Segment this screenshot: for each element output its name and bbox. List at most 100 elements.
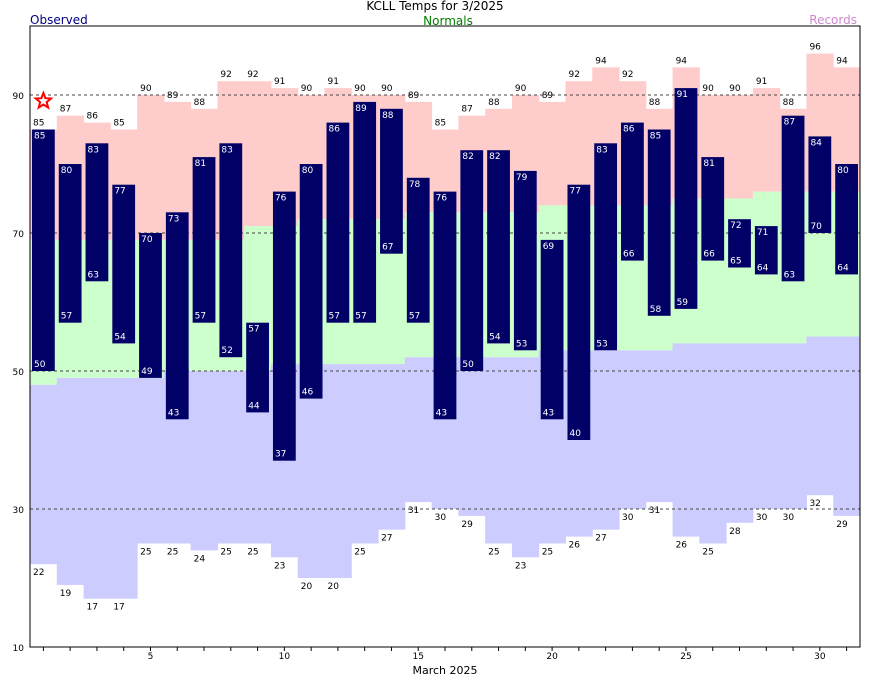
observed-high-label: 82 bbox=[462, 152, 473, 162]
observed-high-label: 70 bbox=[141, 235, 153, 245]
observed-low-label: 43 bbox=[168, 408, 179, 418]
record-low-label: 19 bbox=[60, 589, 72, 599]
record-low-band bbox=[110, 377, 138, 599]
record-low-label: 29 bbox=[836, 520, 848, 530]
record-low-label: 22 bbox=[33, 568, 44, 578]
observed-high-label: 78 bbox=[409, 180, 421, 190]
record-low-band bbox=[779, 343, 807, 509]
observed-low-label: 37 bbox=[275, 450, 286, 460]
record-high-band bbox=[752, 88, 781, 192]
observed-bar bbox=[433, 191, 457, 420]
record-high-label: 90 bbox=[515, 84, 527, 94]
observed-bar bbox=[353, 101, 377, 323]
y-tick-label: 10 bbox=[13, 644, 25, 654]
observed-bar bbox=[701, 157, 725, 261]
legend-observed: Observed bbox=[30, 13, 88, 27]
observed-bar bbox=[621, 122, 644, 261]
record-low-label: 30 bbox=[622, 513, 634, 523]
record-low-label: 27 bbox=[381, 534, 392, 544]
record-low-band bbox=[56, 377, 85, 585]
record-low-band bbox=[404, 357, 433, 503]
record-high-label: 87 bbox=[461, 105, 472, 115]
observed-high-label: 57 bbox=[248, 325, 259, 335]
record-low-label: 25 bbox=[542, 548, 553, 558]
observed-high-label: 76 bbox=[275, 194, 287, 204]
observed-bar bbox=[139, 233, 162, 378]
record-high-band bbox=[244, 81, 272, 227]
record-low-band bbox=[726, 343, 754, 523]
observed-low-label: 63 bbox=[784, 270, 795, 280]
record-low-band bbox=[485, 357, 513, 544]
record-low-band bbox=[30, 384, 58, 565]
record-high-label: 90 bbox=[140, 84, 152, 94]
record-high-label: 96 bbox=[809, 43, 821, 53]
record-high-label: 90 bbox=[301, 84, 313, 94]
observed-low-label: 57 bbox=[355, 312, 366, 322]
record-low-label: 17 bbox=[113, 603, 124, 613]
record-low-label: 23 bbox=[515, 561, 526, 571]
observed-low-label: 57 bbox=[195, 312, 206, 322]
observed-bar bbox=[380, 108, 403, 254]
observed-bar bbox=[808, 136, 832, 233]
observed-low-label: 54 bbox=[114, 332, 126, 342]
record-low-band bbox=[833, 336, 861, 516]
observed-bar bbox=[647, 129, 671, 316]
record-high-label: 90 bbox=[354, 84, 366, 94]
observed-low-label: 63 bbox=[88, 270, 99, 280]
observed-high-label: 87 bbox=[784, 118, 795, 128]
observed-bar bbox=[58, 164, 82, 323]
x-tick-label: 25 bbox=[680, 652, 691, 662]
observed-low-label: 64 bbox=[837, 263, 849, 273]
observed-high-label: 79 bbox=[516, 173, 528, 183]
observed-low-label: 64 bbox=[757, 263, 769, 273]
observed-high-label: 82 bbox=[489, 152, 500, 162]
record-low-band bbox=[672, 343, 700, 537]
x-tick-label: 5 bbox=[148, 652, 154, 662]
observed-low-label: 58 bbox=[650, 305, 662, 315]
record-high-label: 89 bbox=[542, 91, 554, 101]
record-high-label: 88 bbox=[649, 98, 661, 108]
record-high-label: 94 bbox=[595, 56, 607, 66]
observed-bar bbox=[540, 239, 564, 420]
observed-low-label: 50 bbox=[462, 360, 474, 370]
observed-bar bbox=[32, 129, 55, 371]
record-low-label: 25 bbox=[167, 548, 178, 558]
record-low-band bbox=[351, 364, 379, 544]
record-low-label: 30 bbox=[756, 513, 768, 523]
record-low-band bbox=[83, 377, 111, 599]
record-low-band bbox=[699, 343, 727, 544]
record-high-label: 89 bbox=[408, 91, 420, 101]
record-low-label: 27 bbox=[595, 534, 606, 544]
record-low-label: 26 bbox=[568, 541, 580, 551]
record-low-band bbox=[752, 343, 781, 509]
observed-bar bbox=[112, 184, 136, 344]
observed-bar bbox=[192, 157, 216, 323]
observed-low-label: 59 bbox=[677, 298, 689, 308]
record-high-label: 87 bbox=[60, 105, 71, 115]
observed-high-label: 76 bbox=[436, 194, 448, 204]
observed-high-label: 69 bbox=[543, 242, 555, 252]
observed-high-label: 86 bbox=[329, 125, 341, 135]
observed-low-label: 43 bbox=[436, 408, 447, 418]
observed-high-label: 85 bbox=[34, 132, 45, 142]
record-low-label: 25 bbox=[702, 548, 713, 558]
observed-bar bbox=[487, 150, 510, 344]
record-high-label: 92 bbox=[622, 70, 633, 80]
observed-low-label: 52 bbox=[221, 346, 232, 356]
record-high-band bbox=[726, 95, 754, 199]
record-high-label: 91 bbox=[274, 77, 285, 87]
y-tick-label: 50 bbox=[13, 368, 25, 378]
legend-normals: Normals bbox=[423, 14, 473, 28]
observed-low-label: 65 bbox=[730, 257, 741, 267]
observed-low-label: 66 bbox=[703, 250, 715, 260]
x-axis-label: March 2025 bbox=[412, 664, 477, 676]
record-low-band bbox=[297, 364, 326, 578]
record-high-label: 92 bbox=[568, 70, 579, 80]
observed-low-label: 43 bbox=[543, 408, 554, 418]
record-low-band bbox=[458, 357, 486, 516]
observed-high-label: 80 bbox=[61, 166, 73, 176]
record-high-label: 94 bbox=[836, 56, 848, 66]
chart-title: KCLL Temps for 3/2025 bbox=[366, 0, 503, 13]
observed-bar bbox=[406, 177, 430, 323]
record-low-label: 29 bbox=[461, 520, 473, 530]
